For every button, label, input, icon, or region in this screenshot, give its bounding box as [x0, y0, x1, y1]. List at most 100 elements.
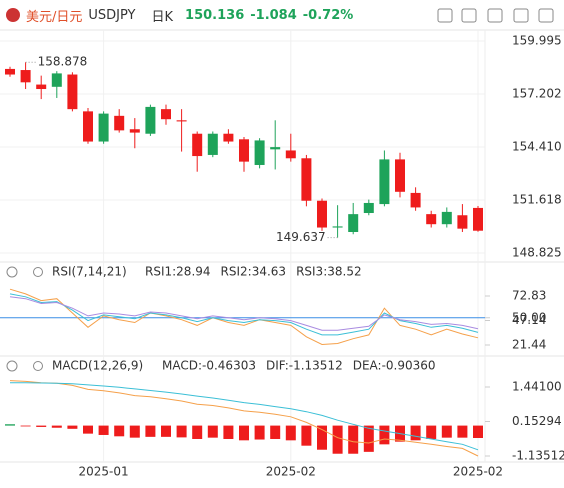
candle-body — [129, 129, 140, 133]
candle-body — [83, 111, 93, 142]
candle-body — [348, 214, 359, 232]
macd-bar — [129, 425, 140, 438]
y-tick-label: 157.202 — [512, 87, 562, 101]
period[interactable]: 日K — [151, 9, 174, 25]
x-tick-label: 2025-02 — [266, 465, 316, 479]
line — [9, 288, 479, 346]
candle-body — [207, 133, 218, 155]
macd-bar — [332, 425, 343, 454]
flag — [6, 8, 20, 22]
candle-body — [457, 215, 468, 229]
candle-body — [285, 150, 296, 159]
macd-bar — [317, 425, 327, 450]
line — [9, 296, 479, 331]
macd-bar — [270, 425, 281, 439]
legend-entry: RSI3:38.52 — [296, 265, 362, 279]
candle-body — [254, 140, 265, 165]
pair[interactable]: 美元/日元 — [26, 9, 83, 25]
macd-bar — [67, 425, 78, 429]
macd-bar — [254, 425, 265, 440]
header: 美元/日元 USDJPY 日K 150.136 -1.084 -0.72% — [0, 0, 564, 30]
macd-bar — [426, 425, 437, 439]
candle-body — [192, 133, 203, 157]
candle-body — [223, 133, 234, 142]
candle-body — [410, 192, 421, 208]
line — [10, 382, 479, 451]
high-annotation: 158.878 — [38, 55, 88, 69]
y-tick-label: -1.13512 — [512, 449, 564, 463]
eye-icon[interactable] — [6, 266, 18, 278]
panel-title: MACD(12,26,9) — [52, 359, 143, 373]
macd-bar — [457, 425, 468, 438]
macd-bar — [5, 424, 15, 426]
candle-body — [379, 159, 390, 205]
candle-body — [332, 226, 343, 228]
y-tick-label: 148.825 — [512, 246, 562, 260]
y-tick-label: 154.410 — [512, 140, 562, 154]
candle-body — [317, 200, 327, 228]
macd-bar — [301, 425, 312, 446]
candle-body — [51, 73, 62, 87]
x-tick-label: 2025-02 — [453, 465, 503, 479]
macd-bar — [36, 425, 47, 427]
legend-entry: DIF:-1.13512 — [266, 359, 343, 373]
y-tick-label: 47.14 — [512, 313, 546, 327]
candle-body — [67, 74, 78, 110]
candle-body — [395, 159, 405, 192]
price: 150.136 — [185, 7, 245, 23]
legend-entry: RSI2:34.63 — [221, 265, 287, 279]
legend-entry: RSI1:28.94 — [145, 265, 211, 279]
macd-bar — [114, 425, 125, 437]
legend-entry: MACD:-0.46303 — [162, 359, 256, 373]
macd-bar — [145, 425, 156, 437]
change: -1.084 — [250, 7, 297, 23]
y-tick-label: 21.44 — [512, 337, 546, 351]
y-tick-label: 0.15294 — [512, 414, 562, 428]
macd-bar — [98, 425, 109, 435]
y-tick-label: 50.00 — [512, 310, 546, 324]
macd-bar — [441, 425, 452, 438]
candle-body — [98, 113, 109, 142]
candle-body — [176, 120, 187, 122]
legend-entry: DEA:-0.90360 — [353, 359, 436, 373]
macd-bar — [285, 425, 296, 441]
macd-bar — [207, 425, 218, 438]
y-tick-label: 72.83 — [512, 289, 546, 303]
macd-bar — [161, 425, 171, 437]
y-tick-label: 159.995 — [512, 34, 562, 48]
macd-bar — [176, 425, 187, 438]
candle-body — [473, 207, 483, 231]
candle-body — [20, 70, 31, 83]
candle-body — [161, 109, 171, 120]
line — [9, 380, 479, 457]
macd-bar — [223, 425, 234, 439]
macd-bar — [348, 425, 359, 454]
macd-bar — [192, 425, 203, 439]
macd-bar — [239, 425, 249, 441]
panel-title: RSI(7,14,21) — [52, 265, 127, 279]
line — [9, 293, 479, 336]
candle-body — [145, 106, 156, 134]
gear-icon[interactable] — [33, 267, 43, 277]
candle-body — [114, 115, 125, 131]
eye-icon[interactable] — [6, 360, 18, 372]
y-tick-label: 151.618 — [512, 192, 562, 206]
low-annotation: 149.637 — [276, 230, 326, 244]
toolbar-icons[interactable] — [437, 8, 554, 23]
candle-body — [239, 139, 249, 162]
candle-body — [426, 214, 437, 225]
macd-bar — [379, 425, 390, 445]
macd-bar — [83, 425, 93, 434]
gear-icon[interactable] — [33, 361, 43, 371]
candle-body — [301, 158, 312, 201]
pct: -0.72% — [302, 7, 354, 23]
symbol: USDJPY — [88, 7, 136, 23]
candle-body — [441, 211, 452, 225]
macd-bar — [473, 425, 483, 439]
macd-bar — [363, 425, 374, 452]
macd-bar — [20, 425, 31, 427]
macd-bar — [51, 425, 62, 428]
x-tick-label: 2025-01 — [79, 465, 129, 479]
